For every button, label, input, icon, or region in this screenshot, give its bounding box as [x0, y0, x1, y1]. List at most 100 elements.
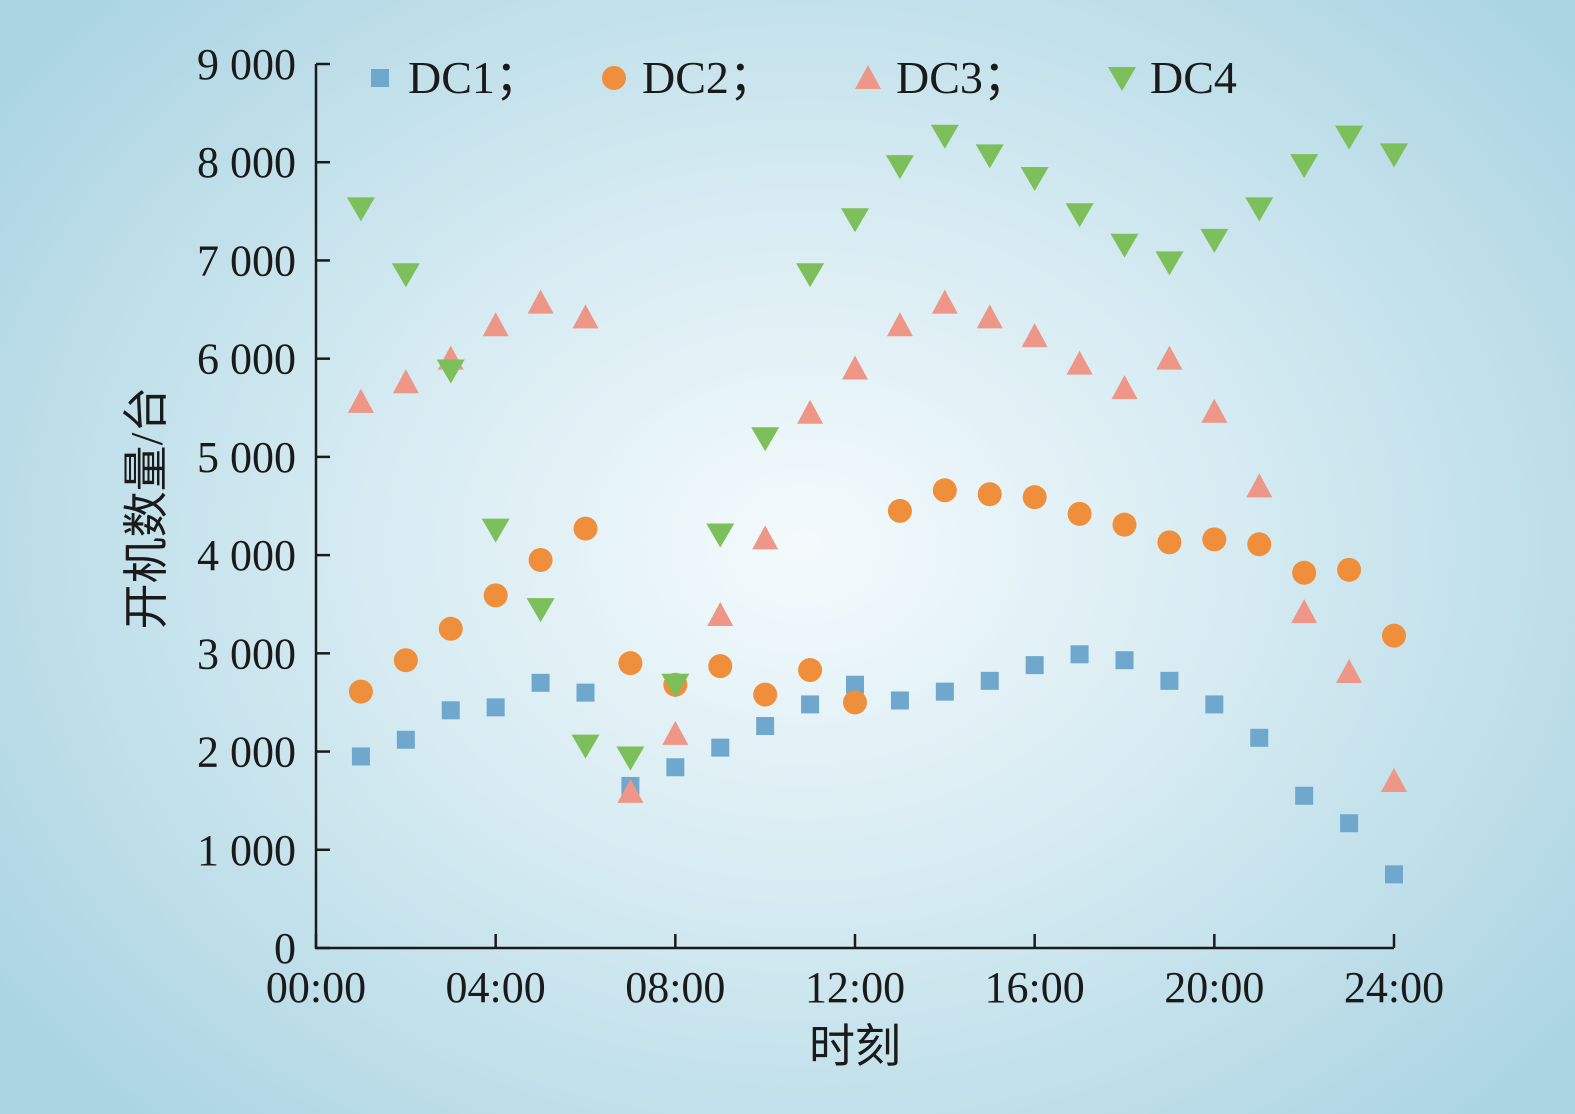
legend-label: DC4	[1150, 52, 1237, 103]
data-point	[1066, 350, 1093, 375]
y-tick-label: 3 000	[197, 629, 296, 678]
data-point	[1335, 125, 1364, 150]
data-point	[930, 124, 959, 149]
data-point	[752, 525, 779, 550]
data-point	[756, 717, 775, 736]
data-point	[932, 478, 957, 503]
data-point	[801, 695, 820, 714]
data-point	[1247, 532, 1272, 557]
x-axis-ticks: 00:00 04:00 08:00 12:00 16:00 20:00 24:00	[266, 934, 1444, 1012]
data-point	[1157, 530, 1182, 555]
data-point	[347, 388, 374, 413]
data-point	[885, 155, 914, 180]
data-point	[1201, 398, 1228, 423]
data-point	[753, 682, 778, 707]
legend-marker	[602, 66, 626, 90]
data-point	[391, 263, 420, 288]
legend-item-4: DC4	[1108, 52, 1237, 103]
y-tick-label: 8 000	[197, 138, 296, 187]
data-point	[887, 498, 912, 523]
data-point	[351, 747, 370, 766]
data-point	[661, 673, 690, 698]
data-point	[1110, 233, 1139, 258]
series-2	[348, 478, 1406, 715]
data-point	[1202, 527, 1227, 552]
data-point	[976, 304, 1003, 329]
data-point	[1385, 865, 1403, 884]
data-point	[483, 583, 508, 608]
data-points	[346, 124, 1408, 884]
data-point	[1112, 512, 1137, 537]
x-tick-label: 12:00	[805, 963, 905, 1012]
series-4	[346, 124, 1408, 771]
data-point	[1065, 203, 1094, 228]
data-point	[482, 312, 509, 337]
legend-marker	[371, 69, 389, 87]
data-point	[1291, 599, 1318, 624]
legend-label: DC1；	[408, 52, 541, 103]
x-tick-label: 08:00	[625, 963, 725, 1012]
data-point	[572, 304, 599, 329]
data-point	[1340, 814, 1359, 833]
x-tick-label: 16:00	[985, 963, 1085, 1012]
legend-item-1: DC1；	[371, 52, 541, 103]
data-point	[1067, 501, 1092, 526]
data-point	[975, 144, 1004, 169]
data-point	[1160, 671, 1179, 690]
x-tick-label: 20:00	[1164, 963, 1264, 1012]
data-point	[531, 673, 550, 692]
data-point	[1020, 166, 1049, 191]
x-tick-label: 24:00	[1344, 963, 1444, 1012]
data-point	[1380, 143, 1408, 168]
data-point	[890, 691, 909, 710]
y-tick-label: 0	[274, 924, 296, 973]
data-point	[441, 701, 460, 720]
data-point	[846, 675, 864, 694]
data-point	[1156, 345, 1183, 370]
y-tick-label: 4 000	[197, 531, 296, 580]
data-point	[396, 730, 415, 749]
x-axis-title: 时刻	[809, 1021, 901, 1072]
series-1	[351, 645, 1403, 884]
data-point	[662, 720, 689, 745]
legend-label: DC2；	[642, 52, 775, 103]
data-point	[711, 738, 730, 757]
data-point	[1381, 768, 1407, 793]
data-point	[1025, 656, 1044, 675]
data-point	[481, 518, 510, 543]
data-point	[980, 671, 999, 690]
data-point	[1292, 560, 1317, 585]
data-point	[751, 427, 780, 452]
data-point	[348, 679, 373, 704]
series-3	[347, 289, 1407, 803]
data-point	[708, 654, 733, 679]
data-point	[1382, 623, 1406, 648]
y-tick-label: 6 000	[197, 335, 296, 384]
x-tick-label: 04:00	[446, 963, 546, 1012]
y-tick-label: 9 000	[197, 40, 296, 89]
legend-marker	[855, 65, 881, 89]
legend-item-2: DC2；	[602, 52, 775, 103]
data-point	[1290, 154, 1319, 179]
data-point	[797, 399, 824, 424]
data-point	[935, 682, 954, 701]
data-point	[1337, 557, 1362, 582]
data-point	[1246, 473, 1273, 498]
data-point	[438, 616, 463, 641]
data-point	[707, 602, 734, 627]
y-tick-label: 2 000	[197, 728, 296, 777]
y-tick-label: 1 000	[197, 826, 296, 875]
data-point	[841, 208, 869, 233]
data-point	[1295, 786, 1314, 805]
data-point	[843, 690, 867, 715]
data-point	[796, 263, 825, 288]
data-point	[346, 197, 375, 222]
data-point	[1200, 228, 1229, 253]
legend-item-3: DC3；	[855, 52, 1029, 103]
data-point	[1070, 645, 1089, 664]
data-point	[486, 698, 505, 717]
data-point	[573, 516, 598, 541]
data-point	[571, 734, 600, 759]
data-point	[436, 359, 465, 384]
